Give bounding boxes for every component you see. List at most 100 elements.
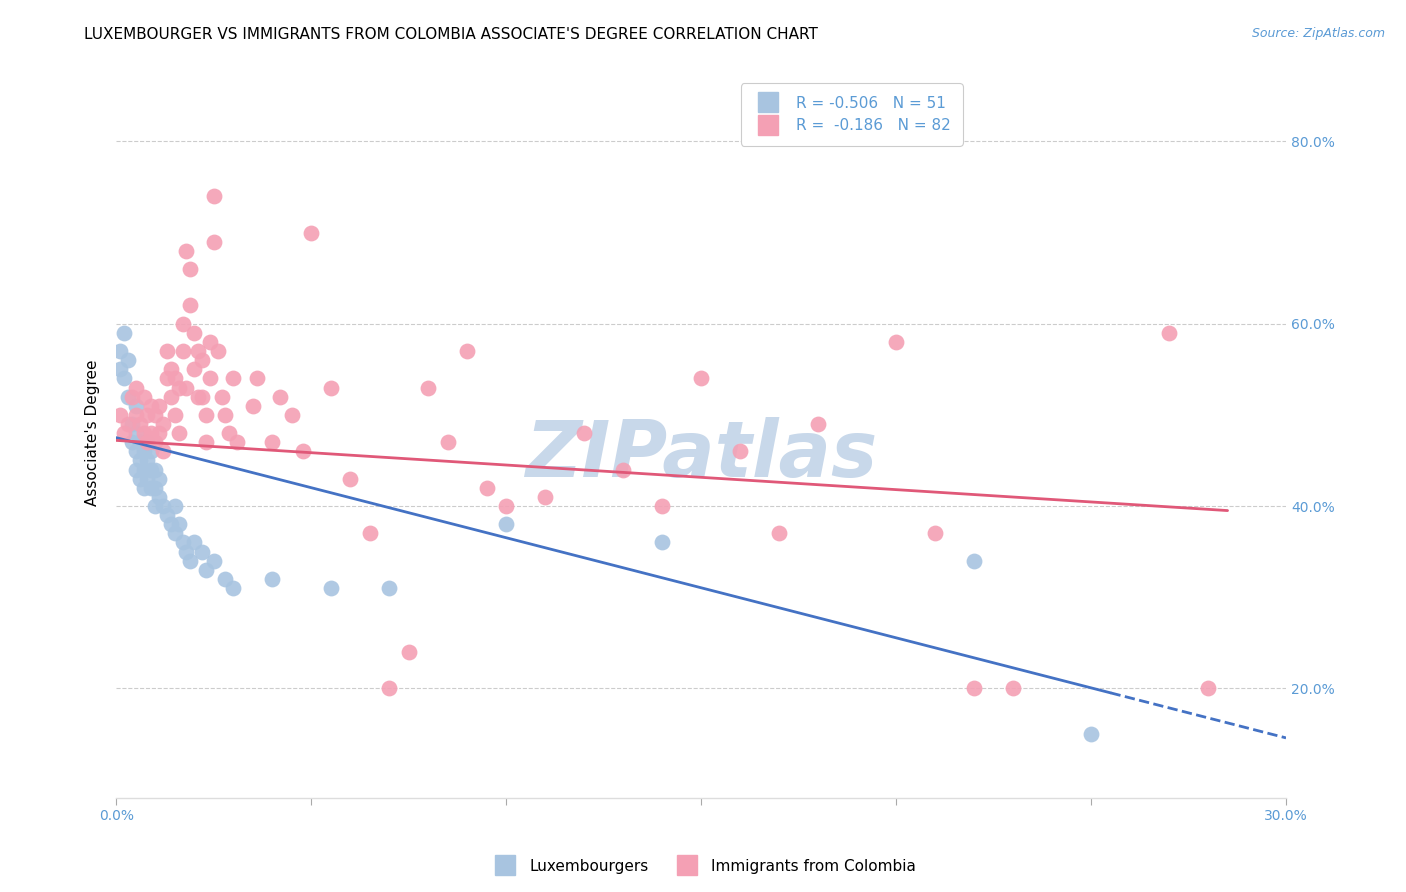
Point <box>198 334 221 349</box>
Point <box>280 408 302 422</box>
Text: ZIPatlas: ZIPatlas <box>524 417 877 493</box>
Point <box>246 371 269 385</box>
Point <box>194 563 217 577</box>
Point <box>167 517 190 532</box>
Point <box>572 426 595 441</box>
Point <box>728 444 751 458</box>
Point <box>132 444 155 458</box>
Point <box>136 435 159 450</box>
Point <box>495 517 517 532</box>
Point <box>125 408 148 422</box>
Point <box>167 426 190 441</box>
Point <box>262 435 284 450</box>
Point <box>183 326 205 340</box>
Point <box>194 408 217 422</box>
Point <box>690 371 713 385</box>
Point <box>242 399 264 413</box>
Point <box>269 390 291 404</box>
Point <box>125 426 148 441</box>
Point <box>183 362 205 376</box>
Point <box>299 226 322 240</box>
Point <box>108 408 131 422</box>
Text: Source: ZipAtlas.com: Source: ZipAtlas.com <box>1251 27 1385 40</box>
Point <box>924 526 946 541</box>
Point <box>202 189 225 203</box>
Point <box>136 408 159 422</box>
Point <box>152 444 174 458</box>
Point <box>148 472 170 486</box>
Point <box>179 298 201 312</box>
Point <box>176 380 198 394</box>
Point <box>172 344 194 359</box>
Point <box>226 435 249 450</box>
Point <box>148 399 170 413</box>
Point <box>651 499 673 513</box>
Point <box>187 390 209 404</box>
Point <box>132 462 155 476</box>
Point <box>128 453 150 467</box>
Point <box>1002 681 1025 696</box>
Point <box>163 408 186 422</box>
Point <box>132 390 155 404</box>
Point <box>143 408 166 422</box>
Point <box>436 435 458 450</box>
Point <box>125 444 148 458</box>
Point <box>191 390 214 404</box>
Point <box>160 362 183 376</box>
Point <box>534 490 557 504</box>
Point <box>125 399 148 413</box>
Point <box>136 435 159 450</box>
Point <box>117 390 139 404</box>
Point <box>143 462 166 476</box>
Point <box>132 481 155 495</box>
Point <box>141 444 163 458</box>
Point <box>1197 681 1219 696</box>
Point <box>963 681 986 696</box>
Point <box>136 453 159 467</box>
Point <box>156 508 179 522</box>
Point <box>121 435 143 450</box>
Legend: Luxembourgers, Immigrants from Colombia: Luxembourgers, Immigrants from Colombia <box>484 853 922 880</box>
Point <box>152 417 174 431</box>
Point <box>176 244 198 258</box>
Point <box>143 481 166 495</box>
Point <box>143 435 166 450</box>
Point <box>211 390 233 404</box>
Point <box>163 526 186 541</box>
Point <box>112 371 135 385</box>
Point <box>141 462 163 476</box>
Point <box>112 326 135 340</box>
Point <box>141 399 163 413</box>
Point <box>612 462 634 476</box>
Legend: R = -0.506   N = 51, R =  -0.186   N = 82: R = -0.506 N = 51, R = -0.186 N = 82 <box>741 84 963 145</box>
Point <box>418 380 440 394</box>
Point <box>222 581 245 595</box>
Point <box>651 535 673 549</box>
Point <box>156 344 179 359</box>
Point <box>768 526 790 541</box>
Point <box>121 417 143 431</box>
Point <box>128 435 150 450</box>
Point <box>194 435 217 450</box>
Point <box>202 235 225 249</box>
Point <box>495 499 517 513</box>
Point <box>1080 727 1102 741</box>
Point <box>214 572 236 586</box>
Point <box>125 380 148 394</box>
Point <box>179 262 201 277</box>
Point <box>1157 326 1180 340</box>
Point <box>148 426 170 441</box>
Point <box>112 426 135 441</box>
Point <box>152 499 174 513</box>
Point <box>214 408 236 422</box>
Point <box>108 362 131 376</box>
Point <box>132 426 155 441</box>
Point <box>198 371 221 385</box>
Point <box>141 426 163 441</box>
Point <box>183 535 205 549</box>
Point <box>160 390 183 404</box>
Text: LUXEMBOURGER VS IMMIGRANTS FROM COLOMBIA ASSOCIATE'S DEGREE CORRELATION CHART: LUXEMBOURGER VS IMMIGRANTS FROM COLOMBIA… <box>84 27 818 42</box>
Point <box>339 472 361 486</box>
Point <box>167 380 190 394</box>
Point <box>207 344 229 359</box>
